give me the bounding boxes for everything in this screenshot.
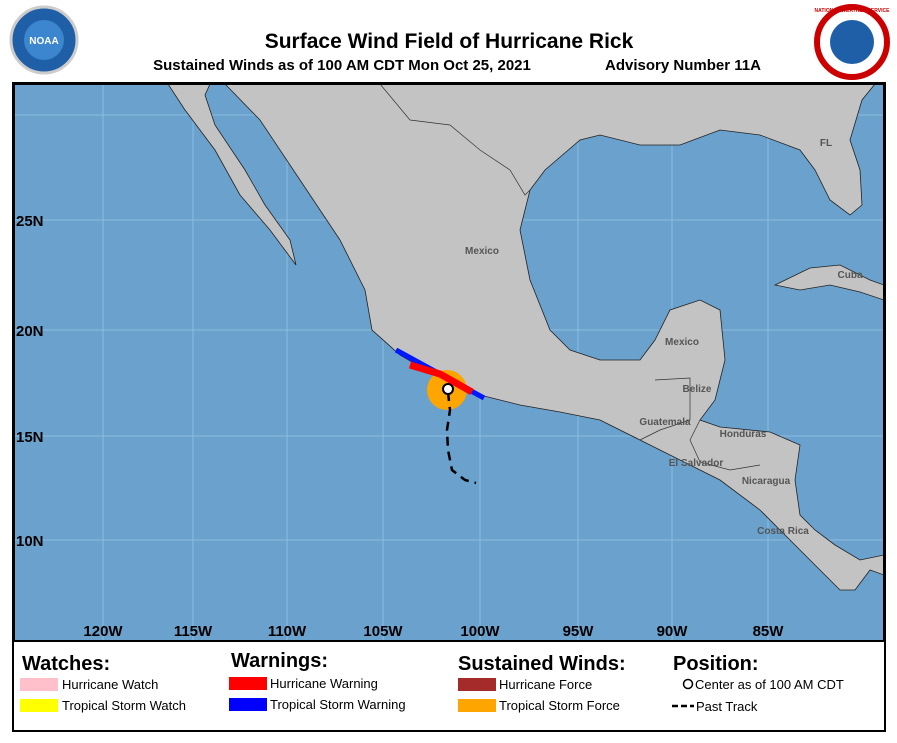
legend-item: Hurricane Warning [270, 676, 378, 691]
legend-item: Past Track [696, 699, 758, 714]
place-label: Honduras [720, 429, 767, 440]
legend-item: Hurricane Force [499, 677, 592, 692]
legend-item: Center as of 100 AM CDT [695, 677, 844, 692]
place-label: Belize [683, 384, 712, 395]
lat-label: 20N [16, 323, 44, 340]
logo-text: NATIONAL WEATHER SERVICE [815, 8, 891, 14]
borders [379, 84, 761, 471]
legend-item: Tropical Storm Watch [62, 698, 186, 713]
lon-label: 90W [657, 623, 689, 640]
swatch [229, 698, 267, 711]
legend-item: Hurricane Watch [62, 677, 158, 692]
map: Mexico FL Cuba Mexico Belize Guatemala Hondura… [14, 84, 884, 641]
nws-logo: NATIONAL WEATHER SERVICE [814, 4, 891, 80]
legend-title: Sustained Winds: [458, 653, 626, 675]
swatch [458, 678, 496, 691]
swatch [458, 699, 496, 712]
hurricane-warning [408, 361, 474, 396]
center-symbol [682, 678, 694, 690]
lon-label: 95W [563, 623, 595, 640]
lon-label: 115W [174, 623, 213, 640]
place-label: Mexico [465, 246, 499, 257]
lon-label: 105W [363, 623, 403, 640]
logo-text: NOAA [29, 36, 58, 47]
lon-label: 110W [268, 623, 307, 640]
place-label: Cuba [838, 270, 863, 281]
past-track [445, 391, 477, 485]
swatch [20, 678, 58, 691]
place-label: Costa Rica [757, 526, 809, 537]
place-label: El Salvador [669, 458, 724, 469]
advisory: Advisory Number 11A [605, 57, 761, 74]
legend-item: Tropical Storm Warning [270, 697, 406, 712]
place-label: Nicaragua [742, 476, 791, 487]
center [442, 383, 454, 395]
land [167, 84, 884, 591]
lon-label: 85W [753, 623, 785, 640]
lon-label: 100W [460, 623, 500, 640]
noaa-logo: NOAA [9, 5, 79, 75]
legend-title: Warnings: [231, 650, 328, 672]
subtitle: Sustained Winds as of 100 AM CDT Mon Oct… [153, 57, 531, 74]
legend-item: Tropical Storm Force [499, 698, 620, 713]
swatch [20, 699, 58, 712]
lat-label: 15N [16, 429, 44, 446]
frame [12, 82, 886, 732]
lat-label: 25N [16, 213, 44, 230]
place-label: FL [820, 138, 832, 149]
title: Surface Wind Field of Hurricane Rick [265, 30, 634, 53]
lon-label: 120W [83, 623, 123, 640]
legend-title: Position: [673, 653, 759, 675]
place-label: Guatemala [639, 417, 691, 428]
swatch [229, 677, 267, 690]
place-label: Mexico [665, 337, 699, 348]
lat-label: 10N [16, 533, 44, 550]
legend-title: Watches: [22, 653, 110, 675]
